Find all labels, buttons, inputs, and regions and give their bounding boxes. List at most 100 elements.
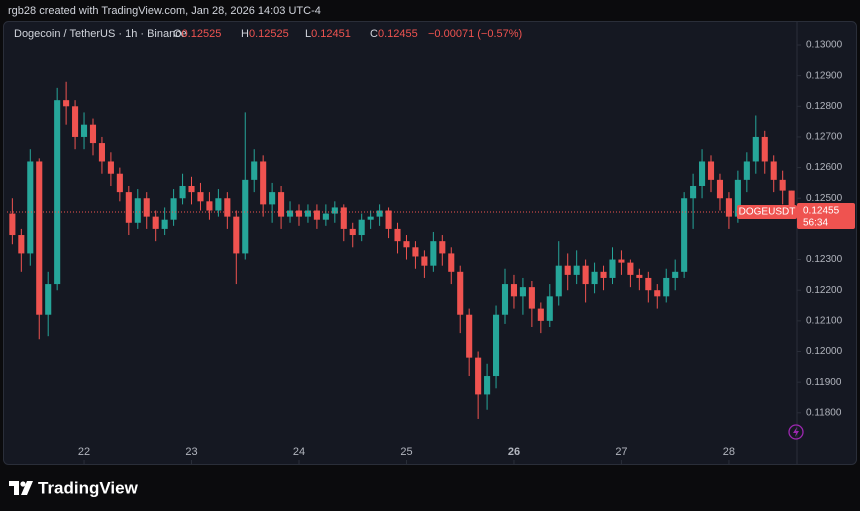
candle-body (215, 198, 222, 211)
high-value: 0.12525 (249, 28, 289, 40)
candle-body (143, 198, 150, 217)
candle-body (63, 100, 70, 107)
candle-body (80, 124, 88, 137)
low-value: 0.12451 (311, 28, 351, 40)
candle-body (278, 192, 285, 217)
candle-body (385, 210, 392, 229)
candle-body (161, 219, 168, 229)
candle-body (779, 179, 786, 191)
candle-body (206, 201, 213, 211)
candle-body (501, 284, 509, 315)
y-tick-label: 0.12000 (806, 346, 843, 357)
symbol-label: DOGEUSDT (739, 207, 796, 218)
price-tag (797, 203, 855, 230)
symbol-tag (737, 205, 797, 220)
candle-body (54, 100, 61, 285)
low-label: L (305, 28, 311, 40)
lightning-bolt (793, 427, 799, 437)
candle-body (564, 265, 571, 275)
candle-body (394, 228, 401, 242)
candle-body (313, 210, 320, 220)
x-tick-label: 27 (615, 446, 627, 458)
candle-body (224, 198, 231, 217)
y-tick-label: 0.11900 (806, 377, 842, 388)
y-tick-label: 0.13000 (806, 40, 843, 51)
candle-body (591, 271, 598, 285)
candle-body (484, 376, 491, 395)
candle-body (233, 216, 240, 254)
candle-body (107, 161, 114, 174)
logo-shape (9, 481, 19, 495)
candle-body (743, 161, 750, 180)
close-value: 0.12455 (378, 28, 418, 40)
candle-body (134, 198, 141, 223)
candle-body (331, 207, 338, 214)
candle-body (734, 179, 741, 217)
y-tick-label: 0.12700 (806, 132, 843, 143)
open-label: O (173, 28, 182, 40)
candle-body (555, 265, 562, 297)
chart-panel (3, 21, 857, 465)
candle-body (475, 357, 482, 395)
candle-body (725, 198, 732, 217)
candle-body (457, 271, 464, 315)
candle-body (519, 287, 526, 297)
candle-body (45, 284, 52, 315)
candle-body (421, 256, 428, 266)
candle-body (636, 274, 643, 278)
candle-body (36, 161, 43, 315)
candle-body (663, 277, 670, 297)
candle-body (716, 179, 724, 199)
close-label: C (370, 28, 378, 40)
candle-body (618, 259, 625, 263)
lightning-icon[interactable] (788, 424, 804, 440)
candle-body (197, 192, 204, 202)
candle-body (528, 287, 535, 309)
x-tick-label: 25 (400, 446, 412, 458)
y-tick-label: 0.11800 (806, 407, 842, 418)
candle-body (367, 216, 374, 220)
candle-body (286, 210, 294, 217)
candle-body (340, 207, 347, 229)
change-value: −0.00071 (−0.57%) (428, 28, 522, 40)
candle-body (116, 173, 123, 193)
candle-body (681, 198, 688, 272)
candle-body (358, 219, 365, 236)
candle-body (304, 210, 311, 217)
caption: rgb28 created with TradingView.com, Jan … (8, 5, 321, 17)
candle-body (761, 136, 768, 162)
x-tick-label: 28 (723, 446, 735, 458)
candle-body (72, 106, 79, 137)
candle-body (376, 210, 383, 217)
candle-body (707, 161, 715, 180)
candle-body (600, 271, 607, 278)
brand-logo (9, 481, 33, 495)
candle-body (9, 213, 16, 236)
candle-body (448, 253, 455, 272)
candle-body (152, 216, 159, 229)
candle-body (788, 190, 795, 213)
candle-body (493, 314, 500, 377)
candle-body (430, 241, 437, 266)
candle-body (170, 198, 177, 220)
last-price-label: 0.12455 (803, 206, 840, 217)
y-tick-label: 0.12200 (806, 285, 843, 296)
candle-body (699, 161, 706, 186)
y-tick-label: 0.12500 (806, 193, 843, 204)
candle-body (18, 235, 25, 254)
x-tick-label: 23 (185, 446, 197, 458)
countdown-label: 56:34 (803, 218, 828, 229)
candle-body (242, 179, 249, 254)
candle-body (752, 136, 759, 162)
y-tick-label: 0.12900 (806, 70, 843, 81)
y-tick-label: 0.12800 (806, 101, 843, 112)
brand: TradingView (38, 478, 139, 497)
candle-body (251, 161, 258, 180)
candle-body (582, 265, 589, 285)
candle-body (690, 185, 697, 199)
y-tick-label: 0.12300 (806, 254, 843, 265)
open-value: 0.12525 (182, 28, 222, 40)
chart-title: Dogecoin / TetherUS · 1h · Binance (14, 28, 187, 40)
